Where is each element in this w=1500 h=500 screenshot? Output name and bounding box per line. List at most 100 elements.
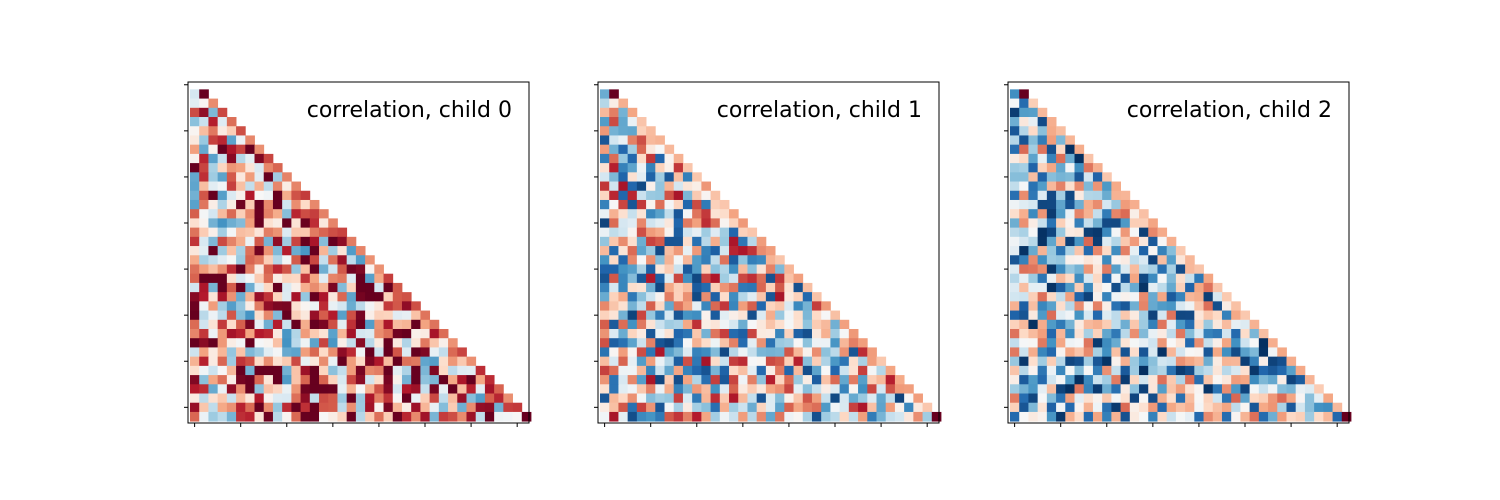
heatmap-cell bbox=[383, 292, 394, 302]
heatmap-cell bbox=[775, 338, 785, 348]
heatmap-cell bbox=[448, 347, 458, 358]
heatmap-cell bbox=[1111, 236, 1121, 247]
heatmap-cell bbox=[664, 273, 675, 284]
heatmap-cell bbox=[1056, 163, 1066, 173]
heatmap-cell bbox=[627, 365, 638, 376]
heatmap-cell bbox=[272, 199, 283, 210]
heatmap-cell bbox=[876, 365, 887, 376]
heatmap-cell bbox=[1083, 163, 1094, 173]
heatmap-cell bbox=[1065, 163, 1075, 173]
heatmap-cell bbox=[1065, 236, 1075, 247]
heatmap-cell bbox=[392, 411, 403, 422]
heatmap-cell bbox=[217, 163, 228, 173]
heatmap-cell bbox=[254, 338, 265, 348]
heatmap-cell bbox=[636, 310, 647, 321]
heatmap-cell bbox=[411, 365, 421, 376]
heatmap-cell bbox=[719, 227, 730, 238]
heatmap-cell bbox=[710, 301, 721, 311]
heatmap-cell bbox=[199, 98, 209, 109]
heatmap-cell bbox=[765, 292, 776, 302]
heatmap-cell bbox=[1056, 181, 1066, 192]
heatmap-cell bbox=[682, 301, 693, 311]
heatmap-cell bbox=[1157, 347, 1168, 358]
heatmap-cell bbox=[729, 282, 739, 293]
heatmap-cell bbox=[839, 365, 850, 376]
heatmap-cell bbox=[747, 246, 758, 256]
heatmap-cell bbox=[701, 236, 711, 247]
heatmap-cell bbox=[365, 393, 375, 404]
heatmap-cell bbox=[217, 393, 228, 404]
heatmap-cell bbox=[309, 273, 320, 284]
heatmap-cell bbox=[208, 98, 219, 109]
heatmap-cell bbox=[858, 393, 868, 404]
heatmap-cell bbox=[1102, 209, 1112, 219]
heatmap-cell bbox=[1010, 163, 1020, 173]
heatmap-cell bbox=[272, 264, 283, 275]
heatmap-cell bbox=[438, 328, 449, 339]
heatmap-cell bbox=[802, 393, 813, 404]
heatmap-cell bbox=[747, 273, 758, 284]
heatmap-cell bbox=[282, 375, 292, 385]
heatmap-cell bbox=[1028, 328, 1039, 339]
heatmap-cell bbox=[1139, 356, 1149, 367]
heatmap-cell bbox=[226, 209, 237, 219]
heatmap-cell bbox=[1194, 292, 1204, 302]
heatmap-cell bbox=[1221, 402, 1232, 413]
heatmap-cell bbox=[1037, 199, 1048, 210]
heatmap-cell bbox=[692, 236, 702, 247]
heatmap-cell bbox=[328, 402, 338, 413]
heatmap-cell bbox=[429, 411, 440, 422]
heatmap-cell bbox=[701, 181, 711, 192]
heatmap-cell bbox=[254, 236, 265, 247]
heatmap-cell bbox=[190, 328, 200, 339]
heatmap-cell bbox=[282, 356, 292, 367]
heatmap-cell bbox=[236, 135, 246, 146]
heatmap-cell bbox=[319, 264, 329, 275]
heatmap-cell bbox=[655, 190, 665, 201]
heatmap-cell bbox=[1028, 126, 1039, 136]
heatmap-cell bbox=[254, 402, 265, 413]
heatmap-cell bbox=[1010, 98, 1020, 109]
heatmap-cell bbox=[1046, 338, 1057, 348]
heatmap-cell bbox=[365, 310, 375, 321]
heatmap-cell bbox=[420, 393, 431, 404]
heatmap-cell bbox=[1028, 402, 1039, 413]
heatmap-cell bbox=[719, 365, 730, 376]
heatmap-cell bbox=[1092, 264, 1103, 275]
heatmap-cell bbox=[355, 264, 366, 275]
heatmap-cell bbox=[1046, 328, 1057, 339]
heatmap-cell bbox=[600, 402, 610, 413]
heatmap-cell bbox=[1148, 411, 1158, 422]
heatmap-cell bbox=[1056, 301, 1066, 311]
heatmap-cell bbox=[692, 246, 702, 256]
heatmap-cell bbox=[1148, 328, 1158, 339]
heatmap-cell bbox=[245, 144, 255, 155]
heatmap-cell bbox=[1102, 218, 1112, 229]
heatmap-cell bbox=[701, 384, 711, 394]
heatmap-cell bbox=[1304, 384, 1315, 394]
heatmap-cell bbox=[319, 301, 329, 311]
heatmap-cell bbox=[894, 411, 905, 422]
heatmap-cell bbox=[1111, 209, 1121, 219]
heatmap-cell bbox=[756, 246, 767, 256]
heatmap-cell bbox=[245, 172, 255, 182]
heatmap-cell bbox=[1046, 411, 1057, 422]
heatmap-cell bbox=[374, 328, 384, 339]
heatmap-cell bbox=[328, 301, 338, 311]
heatmap-cell bbox=[1019, 264, 1029, 275]
heatmap-cell bbox=[885, 384, 896, 394]
heatmap-cell bbox=[1065, 319, 1075, 330]
heatmap-cell bbox=[1083, 153, 1094, 164]
heatmap-cell bbox=[811, 338, 822, 348]
heatmap-cell bbox=[646, 347, 656, 358]
heatmap-cell bbox=[1120, 310, 1131, 321]
heatmap-cell bbox=[309, 356, 320, 367]
heatmap-cell bbox=[272, 236, 283, 247]
heatmap-cell bbox=[1074, 144, 1085, 155]
heatmap-cell bbox=[1010, 255, 1020, 265]
heatmap-cell bbox=[190, 310, 200, 321]
heatmap-cell bbox=[682, 347, 693, 358]
heatmap-cell bbox=[291, 255, 301, 265]
heatmap-cell bbox=[1240, 393, 1251, 404]
heatmap-cell bbox=[867, 393, 877, 404]
